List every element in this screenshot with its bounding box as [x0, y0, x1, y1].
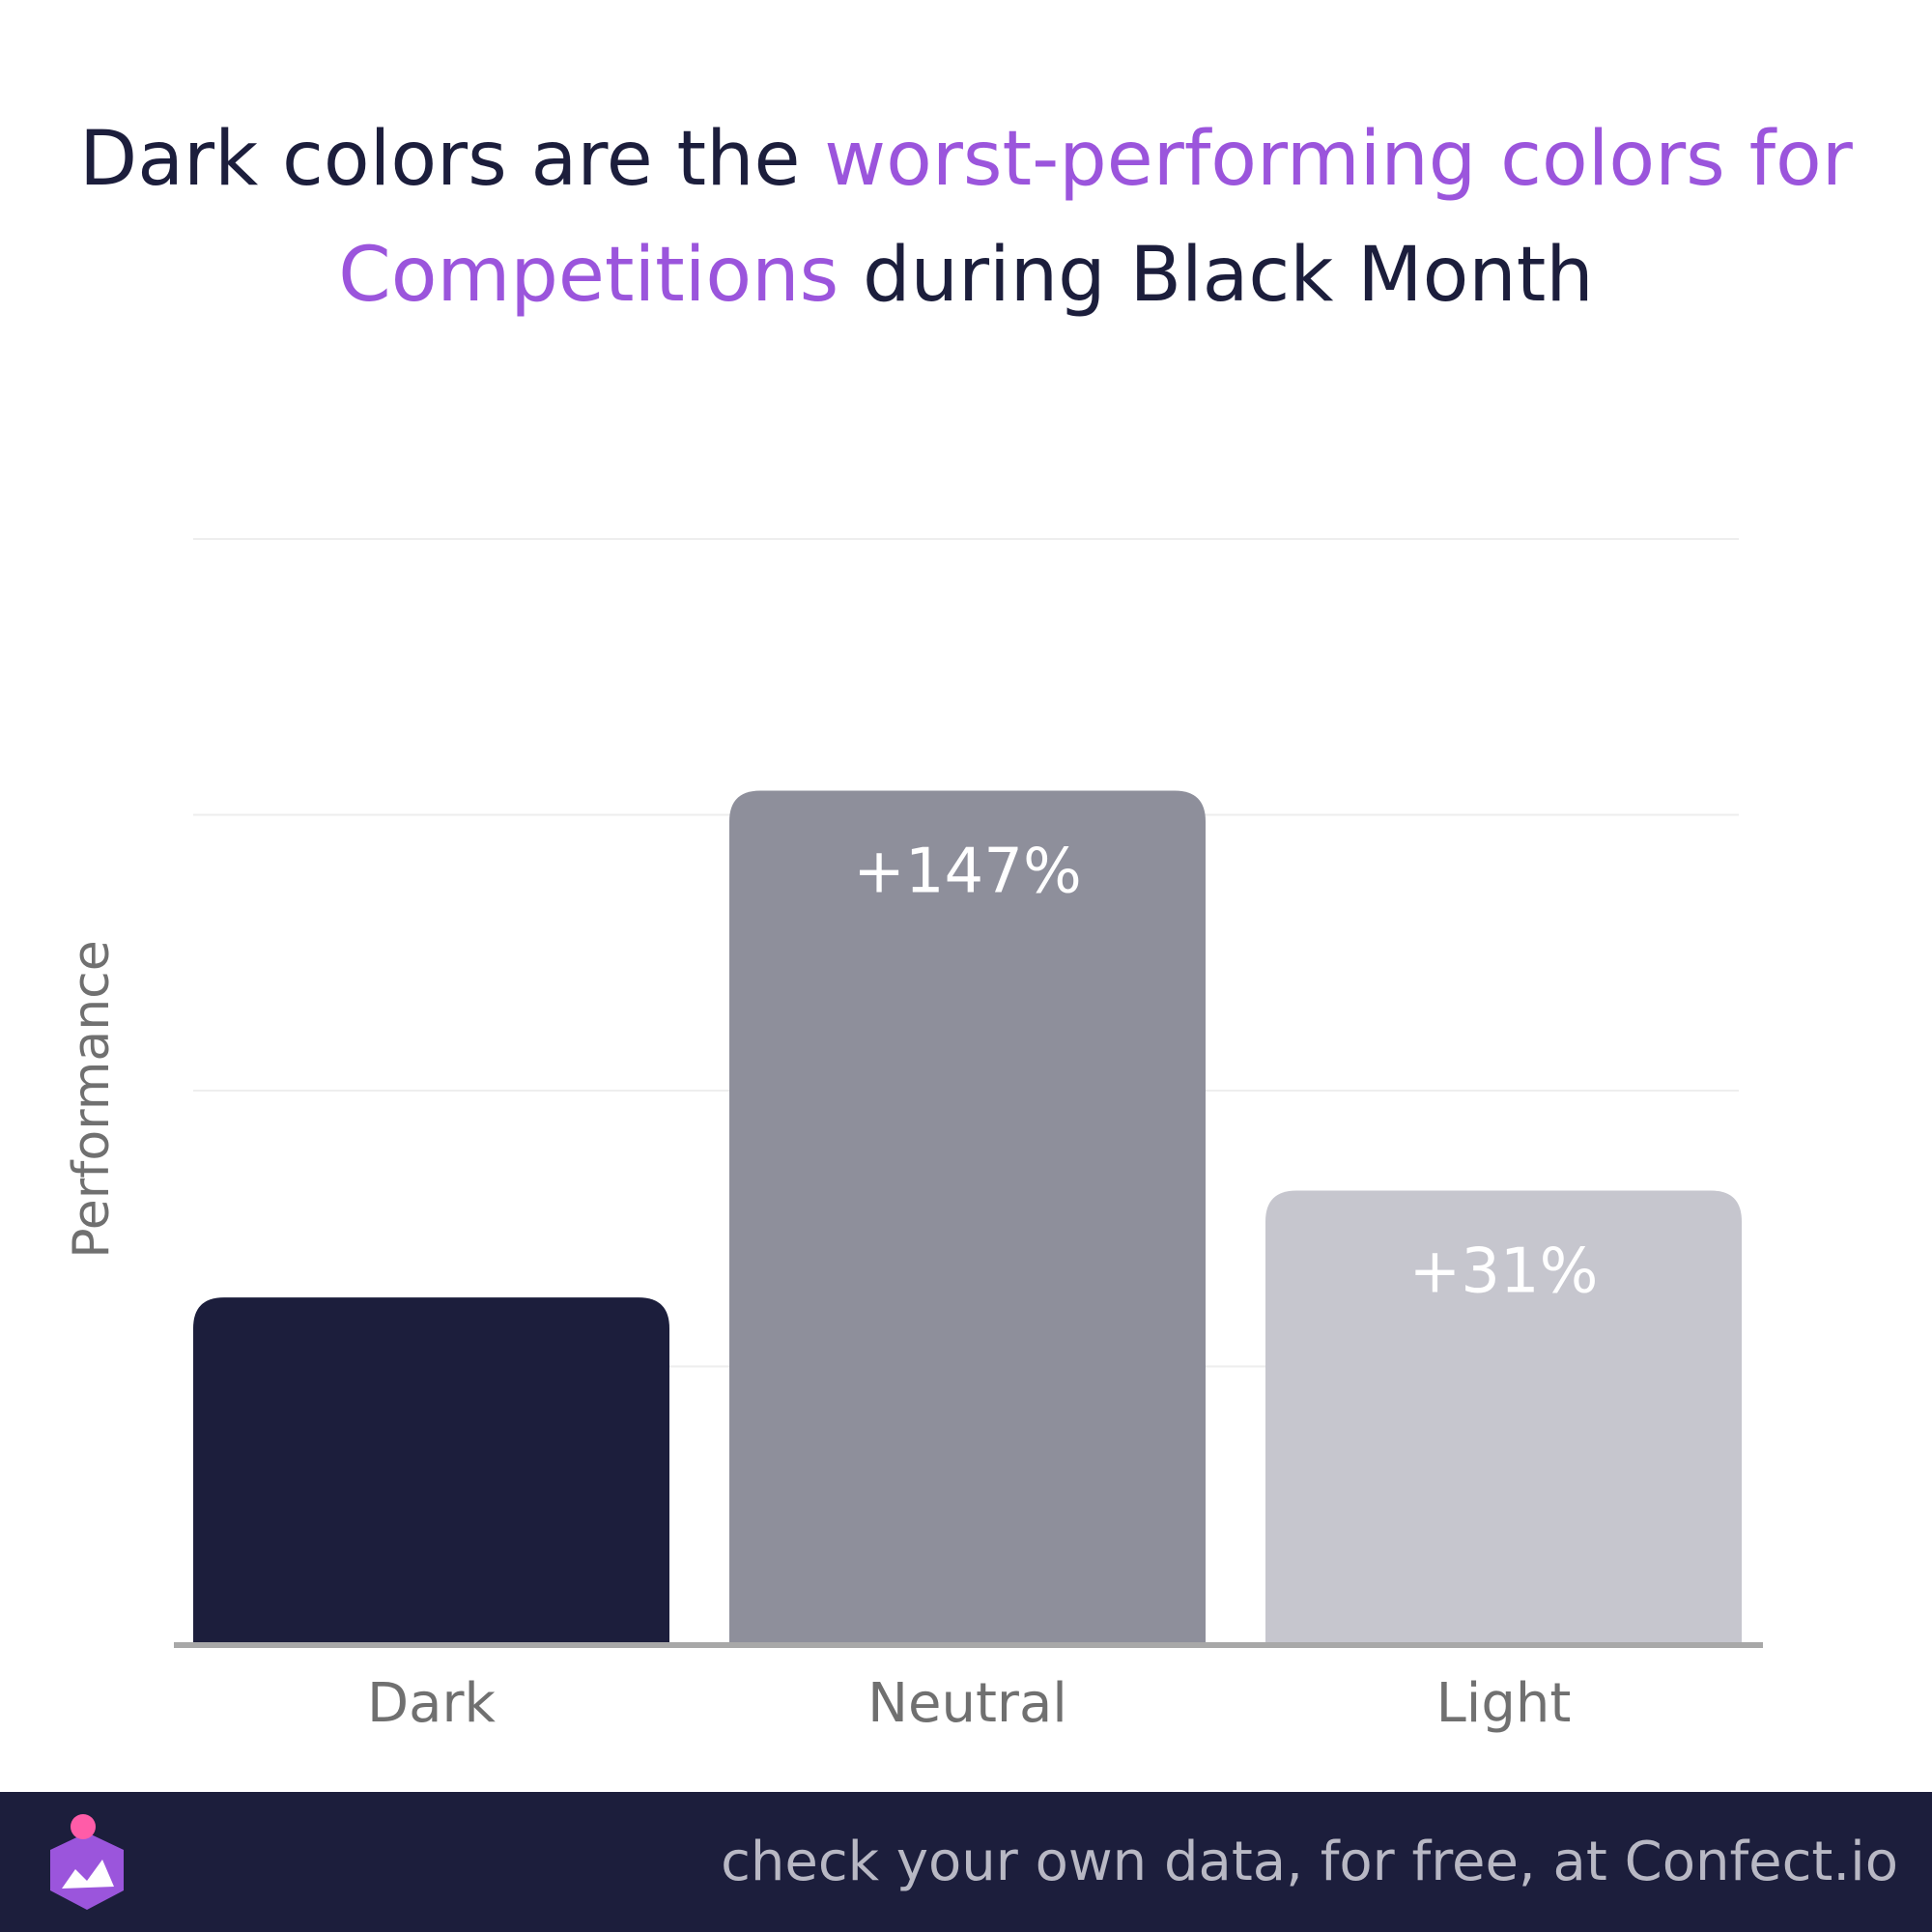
x-tick-label-light: Light: [1436, 1672, 1572, 1735]
labels: Dark +147% Neutral +31% Light: [367, 837, 1598, 1735]
title-part-3: during Black Month: [838, 232, 1594, 319]
confect-logo-icon: [50, 1814, 124, 1910]
title-part-1: Dark colors are the: [79, 116, 825, 203]
data-label-neutral: +147%: [853, 837, 1082, 908]
y-axis-label: Performance: [63, 940, 121, 1259]
data-label-light: +31%: [1409, 1236, 1599, 1307]
footer-banner: check your own data, for free, at Confec…: [0, 1792, 1932, 1932]
x-tick-label-dark: Dark: [367, 1672, 496, 1735]
bar-dark: [193, 1297, 669, 1642]
chart-title: Dark colors are the worst-performing col…: [58, 101, 1874, 333]
bars: [193, 790, 1742, 1642]
title-accent: worst-performing colors for Competitions: [338, 116, 1853, 319]
bar-neutral: [729, 790, 1206, 1642]
bar-light: [1265, 1190, 1742, 1642]
bar-chart: Dark +147% Neutral +31% Light Performance: [63, 538, 1763, 1735]
footer-text: check your own data, for free, at Confec…: [721, 1831, 1898, 1893]
x-tick-label-neutral: Neutral: [867, 1672, 1067, 1735]
